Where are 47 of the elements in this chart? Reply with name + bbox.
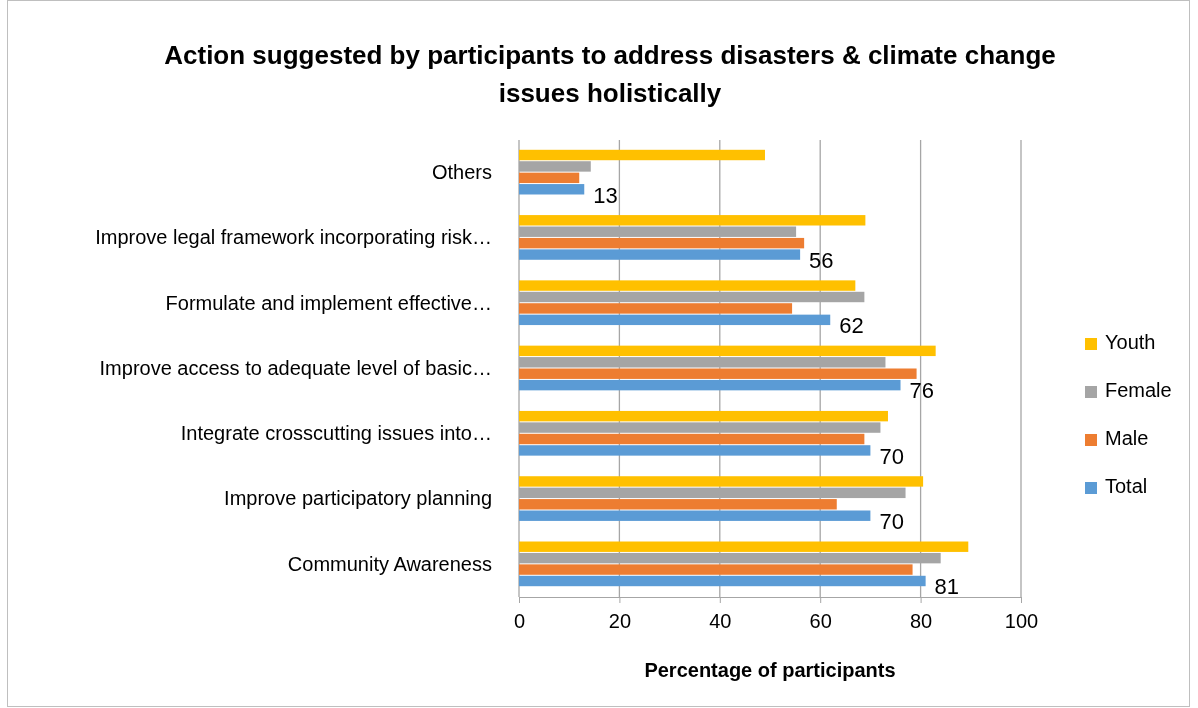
legend-label: Male xyxy=(1105,427,1149,450)
x-tick-label: 100 xyxy=(1004,610,1039,632)
bar xyxy=(519,564,913,575)
legend-label: Female xyxy=(1105,379,1172,402)
legend-label: Youth xyxy=(1105,331,1156,354)
x-tick-label: 20 xyxy=(608,610,632,632)
x-tick-label: 0 xyxy=(513,610,526,632)
data-label: 56 xyxy=(809,247,834,273)
data-label: 70 xyxy=(879,509,904,535)
y-tick-label: Formulate and implement effective… xyxy=(165,291,492,314)
bar xyxy=(519,314,831,326)
bar xyxy=(519,379,901,391)
x-axis-title: Percentage of participants xyxy=(644,659,896,681)
bar xyxy=(519,184,585,195)
data-label: 62 xyxy=(839,313,864,339)
bar xyxy=(519,237,805,249)
bar xyxy=(519,280,856,291)
bar xyxy=(519,541,969,552)
y-tick-label: Improve access to adequate level of basic… xyxy=(99,356,492,379)
y-tick-label: Improve participatory planning xyxy=(224,487,492,510)
legend-label: Total xyxy=(1105,475,1148,498)
chart-title: Action suggested by participants to address disasters & climate change issues holistically xyxy=(164,40,1056,108)
bar xyxy=(519,476,924,487)
data-label: 81 xyxy=(934,574,960,600)
bar xyxy=(519,215,866,226)
x-tick-label: 40 xyxy=(709,610,732,632)
bar xyxy=(519,445,871,456)
y-tick-label: Improve legal framework incorporating risk… xyxy=(95,226,492,249)
bar xyxy=(519,149,765,161)
bar xyxy=(519,172,580,184)
y-tick-label: Integrate crosscutting issues into… xyxy=(180,422,492,445)
data-label: 76 xyxy=(909,378,934,404)
bar xyxy=(519,575,926,587)
y-tick-label: Community Awareness xyxy=(287,552,492,575)
bar xyxy=(519,433,865,445)
data-label: 70 xyxy=(879,443,904,469)
bar xyxy=(519,303,793,314)
bar xyxy=(519,410,888,422)
x-tick-label: 60 xyxy=(809,610,832,632)
bar xyxy=(519,368,917,379)
bar xyxy=(519,249,801,260)
y-tick-label: Others xyxy=(431,161,492,184)
x-tick-label: 80 xyxy=(909,610,933,632)
bar xyxy=(519,510,871,521)
bar xyxy=(519,499,837,510)
data-label: 13 xyxy=(593,182,618,208)
bar xyxy=(519,345,936,357)
